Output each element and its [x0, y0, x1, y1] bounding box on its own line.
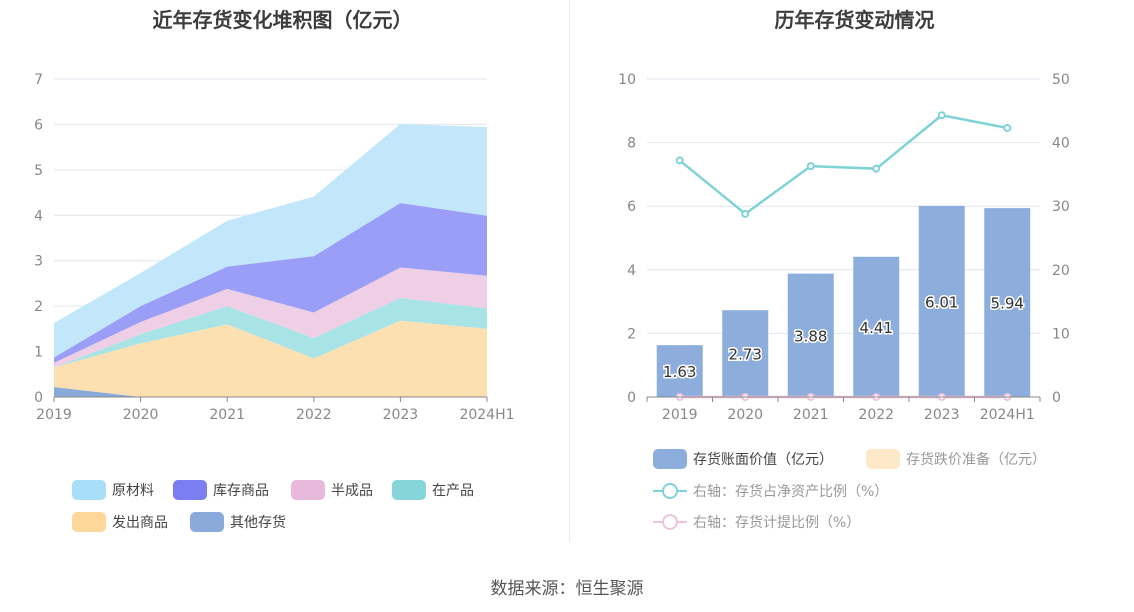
y-right-tick-label: 40: [1052, 136, 1070, 152]
legend-label: 存货跌价准备（亿元）: [906, 452, 1046, 468]
legend-marker: [662, 514, 678, 530]
bar-2020: [722, 310, 769, 397]
bar-2024H1: [984, 208, 1031, 397]
legend-item[interactable]: 半成品: [291, 480, 373, 500]
legend-swatch: [392, 480, 426, 500]
x-tick-label: 2021: [793, 407, 829, 423]
panel-divider: [569, 0, 570, 542]
bar-data-label: 6.01: [925, 293, 958, 311]
legend-item[interactable]: 右轴：存货占净资产比例（%）: [653, 481, 888, 501]
bar-data-label: 5.94: [991, 295, 1024, 313]
data-source-note: 数据来源：恒生聚源: [490, 579, 644, 599]
y-left-tick-label: 2: [627, 326, 636, 342]
bar-2022: [853, 256, 900, 397]
area-series-原材料: [54, 123, 487, 358]
x-tick-label: 2021: [209, 407, 245, 423]
legend-label: 库存商品: [213, 483, 269, 499]
legend-label: 半成品: [331, 483, 373, 499]
y-tick-label: 2: [34, 299, 43, 315]
legend-swatch: [653, 481, 687, 501]
legend-item[interactable]: 存货跌价准备（亿元）: [866, 449, 1046, 469]
legend-item[interactable]: 发出商品: [72, 512, 168, 532]
y-tick-label: 1: [34, 345, 43, 361]
legend-item[interactable]: 存货账面价值（亿元）: [653, 449, 833, 469]
x-tick-label: 2020: [123, 407, 159, 423]
left-chart-title: 近年存货变化堆积图（亿元）: [152, 8, 413, 32]
area-series-其他存货: [54, 387, 487, 397]
area-series-发出商品: [54, 320, 487, 397]
inventory-bar-line-chart: 0 2 4 6 8 10 0 10 20 30 40 50 1.63 2.73 3.88 4.41 6.01 5.…: [618, 72, 1070, 423]
area-series-半成品: [54, 267, 487, 368]
x-tick-label: 2020: [727, 407, 763, 423]
legend-label: 存货账面价值（亿元）: [693, 452, 833, 468]
y-left-tick-label: 10: [618, 72, 636, 88]
y-right-tick-label: 20: [1052, 263, 1070, 279]
y-right-tick-label: 10: [1052, 326, 1070, 342]
bar-data-label: 4.41: [860, 319, 893, 337]
legend-item[interactable]: 库存商品: [173, 480, 269, 500]
line-point: [872, 164, 881, 173]
legend-swatch: [72, 480, 106, 500]
y-left-tick-label: 4: [627, 263, 636, 279]
bar-data-label: 1.63: [663, 363, 696, 381]
y-tick-label: 7: [34, 72, 43, 88]
area-series-库存商品: [54, 203, 487, 363]
legend-label: 右轴：存货占净资产比例（%）: [693, 484, 889, 500]
x-tick-label: 2019: [36, 407, 72, 423]
bar-2023: [918, 205, 965, 397]
legend-swatch: [173, 480, 207, 500]
bar-data-label: 3.88: [794, 327, 827, 345]
legend-label: 原材料: [112, 483, 154, 499]
y-right-tick-label: 30: [1052, 199, 1070, 215]
legend-label: 在产品: [432, 483, 474, 499]
legend-marker: [662, 483, 678, 499]
y-tick-label: 0: [34, 390, 43, 406]
line-point: [675, 156, 684, 165]
x-tick-label: 2022: [296, 407, 332, 423]
y-left-tick-label: 6: [627, 199, 636, 215]
line-point: [741, 209, 750, 218]
y-tick-label: 4: [34, 208, 43, 224]
legend-swatch: [653, 449, 687, 469]
legend-item[interactable]: 右轴：存货计提比例（%）: [653, 512, 860, 532]
y-left-tick-label: 8: [627, 136, 636, 152]
bar-2019: [656, 345, 703, 397]
x-tick-label: 2024H1: [459, 407, 514, 423]
line-point: [806, 162, 815, 171]
legend-swatch: [291, 480, 325, 500]
line-point: [937, 111, 946, 120]
legend-item[interactable]: 原材料: [72, 480, 154, 500]
area-series-在产品: [54, 297, 487, 368]
x-tick-label: 2024H1: [980, 407, 1035, 423]
y-tick-label: 6: [34, 117, 43, 133]
stacked-area-chart: 0 1 2 3 4 5 6 7 2019 2020 2021 2022 2023 2024H1: [34, 72, 514, 423]
line-series-右轴：存货占净资产比例（%）: [678, 113, 1008, 216]
line-point: [1003, 123, 1012, 132]
y-right-tick-label: 0: [1052, 390, 1061, 406]
legend-label: 右轴：存货计提比例（%）: [693, 515, 861, 531]
legend-swatch: [866, 449, 900, 469]
y-left-tick-label: 0: [627, 390, 636, 406]
legend-label: 发出商品: [112, 515, 168, 531]
x-tick-label: 2023: [383, 407, 419, 423]
x-tick-label: 2023: [924, 407, 960, 423]
legend-swatch: [190, 512, 224, 532]
bar-data-label: 2.73: [729, 346, 762, 364]
y-tick-label: 3: [34, 254, 43, 270]
legend-item[interactable]: 在产品: [392, 480, 474, 500]
y-tick-label: 5: [34, 163, 43, 179]
legend-swatch: [72, 512, 106, 532]
x-tick-label: 2022: [858, 407, 894, 423]
bar-2021: [787, 273, 834, 397]
x-tick-label: 2019: [662, 407, 698, 423]
right-chart-title: 历年存货变动情况: [774, 8, 935, 32]
legend-label: 其他存货: [230, 515, 286, 531]
legend-swatch: [653, 512, 687, 532]
legend-item[interactable]: 其他存货: [190, 512, 286, 532]
y-right-tick-label: 50: [1052, 72, 1070, 88]
